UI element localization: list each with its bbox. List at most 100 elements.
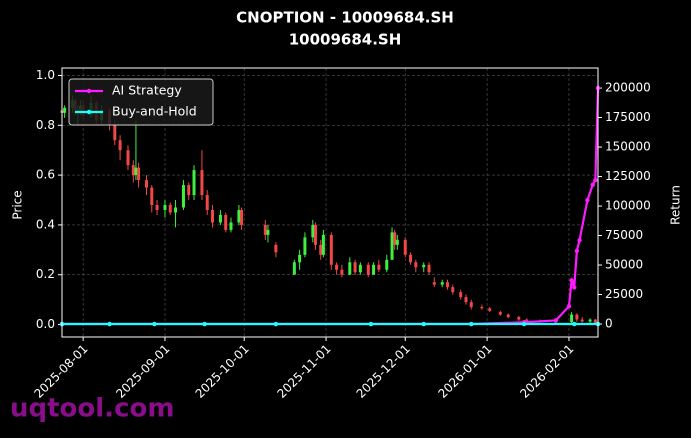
candle-body <box>126 150 130 166</box>
candle-body <box>480 307 484 309</box>
candle-body <box>155 204 159 210</box>
candle-body <box>414 262 418 268</box>
candle-body <box>525 319 529 321</box>
line-marker <box>273 321 279 327</box>
candle-body <box>311 224 315 238</box>
line-marker <box>202 321 207 327</box>
y-tick-label: 0.0 <box>36 317 55 331</box>
candle-body <box>432 282 436 285</box>
y-tick-label: 0.6 <box>36 168 55 182</box>
line-marker <box>553 318 558 323</box>
candle-body <box>240 209 244 225</box>
candle-body <box>451 287 455 293</box>
chart-subtitle: 10009684.SH <box>289 31 402 49</box>
candle-body <box>440 282 444 285</box>
y-tick-label: 0.8 <box>36 118 55 132</box>
y2-tick-label: 175000 <box>605 110 651 124</box>
candle-body <box>200 170 204 196</box>
line-marker <box>572 321 577 327</box>
line-marker <box>572 285 577 290</box>
candle-body <box>395 239 399 245</box>
candle-body <box>580 319 584 322</box>
candle-body <box>131 165 135 176</box>
legend-label: Buy-and-Hold <box>112 104 197 119</box>
line-marker <box>574 248 580 254</box>
candle-body <box>570 314 574 323</box>
line-marker <box>577 238 582 243</box>
candle-body <box>593 319 597 324</box>
line-marker <box>368 321 374 327</box>
candle-body <box>445 282 449 288</box>
candle-body <box>211 209 215 223</box>
y2-tick-label: 200000 <box>605 81 651 95</box>
candle-body <box>469 302 473 308</box>
candle-body <box>313 224 317 245</box>
y2-tick-label: 50000 <box>605 258 643 272</box>
chart-title: CNOPTION - 10009684.SH <box>236 9 454 27</box>
candle-body <box>298 254 302 263</box>
y2-tick-label: 0 <box>605 317 613 331</box>
candle-body <box>372 264 376 275</box>
candle-body <box>366 264 370 275</box>
candle-body <box>63 107 67 113</box>
candle-body <box>144 180 148 188</box>
candle-body <box>385 259 389 270</box>
candle-body <box>237 209 241 223</box>
candle-body <box>588 319 592 322</box>
candle-body <box>335 264 339 270</box>
y2-axis-label: Return <box>669 185 683 225</box>
candle-body <box>488 308 492 311</box>
candle-body <box>340 269 344 275</box>
line-marker <box>152 321 157 327</box>
line-marker <box>421 321 426 327</box>
candle-body <box>205 195 209 210</box>
candle-body <box>181 185 185 208</box>
legend-label: AI Strategy <box>112 83 182 98</box>
candle-body <box>187 185 191 196</box>
line-marker <box>590 182 595 188</box>
candle-body <box>393 232 397 245</box>
candle-body <box>459 292 463 298</box>
candle-body <box>229 222 233 230</box>
candle-body <box>506 314 510 318</box>
line-marker <box>469 321 474 327</box>
y2-tick-label: 150000 <box>605 140 651 154</box>
line-marker <box>521 321 527 327</box>
candle-body <box>118 140 122 151</box>
candle-body <box>319 244 323 255</box>
candle-body <box>403 239 407 255</box>
candle-body <box>377 264 381 270</box>
candle-body <box>348 262 352 275</box>
legend-marker <box>86 88 92 94</box>
candle-body <box>137 167 141 181</box>
line-marker <box>566 304 572 309</box>
candle-body <box>409 254 413 263</box>
y2-tick-label: 100000 <box>605 199 651 213</box>
candle-body <box>303 237 307 255</box>
y-tick-label: 0.2 <box>36 267 55 281</box>
candle-body <box>134 167 138 176</box>
candle-body <box>168 204 172 213</box>
candle-body <box>192 170 196 196</box>
candle-body <box>150 187 154 205</box>
candle-body <box>113 125 117 141</box>
candle-body <box>218 214 222 223</box>
candle-body <box>224 214 228 230</box>
y2-tick-label: 25000 <box>605 287 643 301</box>
candle-body <box>427 264 431 273</box>
watermark: uqtool.com <box>10 394 174 424</box>
legend-box <box>68 78 214 126</box>
candle-body <box>575 314 579 320</box>
legend-marker <box>86 109 92 115</box>
line-marker <box>593 177 598 183</box>
line-marker <box>569 278 574 283</box>
y-axis-label: Price <box>11 190 25 219</box>
candle-body <box>464 297 468 303</box>
line-marker <box>107 321 112 327</box>
y-tick-label: 0.4 <box>36 217 55 231</box>
candle-body <box>422 264 426 268</box>
line-marker <box>585 197 590 203</box>
